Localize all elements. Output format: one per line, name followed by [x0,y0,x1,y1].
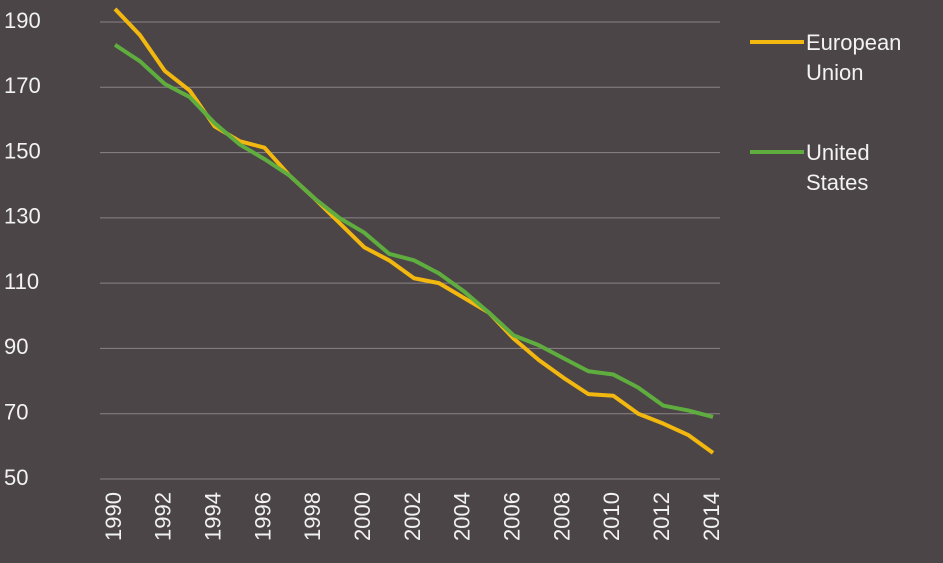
y-tick-label: 190 [4,8,41,33]
x-tick-label: 2006 [499,492,524,541]
x-tick-label: 2002 [400,492,425,541]
y-tick-label: 90 [4,334,28,359]
x-tick-label: 2004 [450,492,475,541]
y-tick-label: 150 [4,138,41,163]
legend-label: United States [806,140,870,195]
x-tick-label: 2008 [549,492,574,541]
x-tick-label: 2000 [350,492,375,541]
y-tick-label: 130 [4,204,41,229]
x-tick-label: 1994 [200,492,225,541]
y-tick-label: 170 [4,73,41,98]
y-tick-label: 70 [4,400,28,425]
x-tick-label: 2012 [649,492,674,541]
x-tick-label: 1990 [101,492,126,541]
series-line [113,43,714,419]
series-line [113,7,715,455]
y-tick-label: 110 [4,269,39,294]
x-tick-label: 2014 [699,492,724,541]
x-tick-label: 1998 [300,492,325,541]
x-tick-label: 2010 [599,492,624,541]
y-tick-label: 50 [4,465,28,490]
x-tick-label: 1996 [250,492,275,541]
legend-label: European Union [806,30,902,85]
x-tick-label: 1992 [151,492,176,541]
